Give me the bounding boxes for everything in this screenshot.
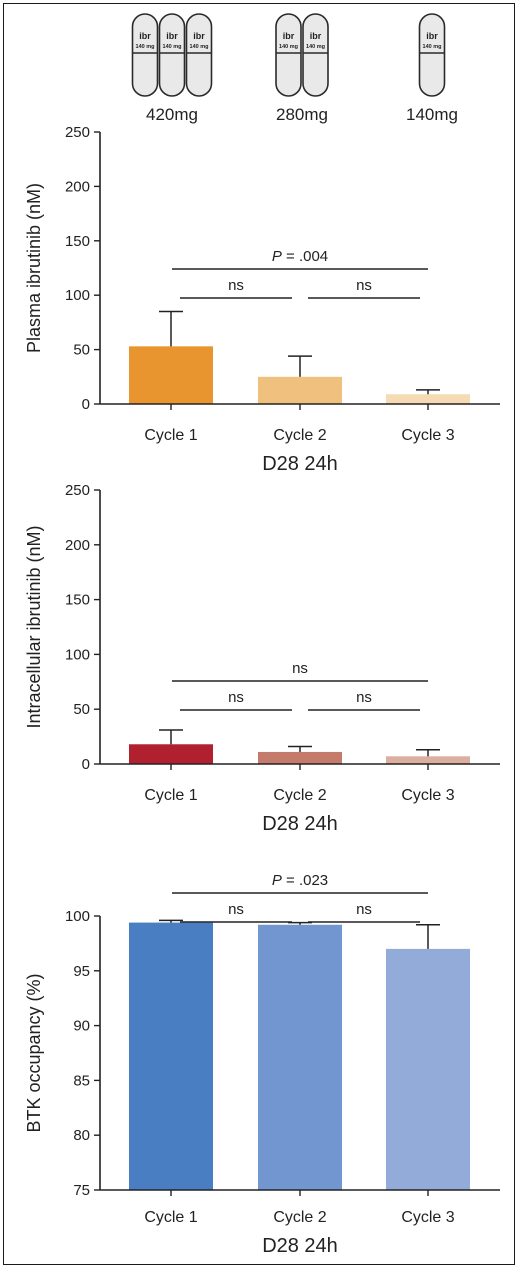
significance-label: ns <box>228 901 244 918</box>
y-tick-label: 85 <box>73 1072 90 1089</box>
capsule-label-bottom: 140 mg <box>190 44 209 50</box>
x-axis-title: D28 24h <box>262 1235 338 1257</box>
significance-label: P = .004 <box>272 248 328 265</box>
capsule-icon: ibr 140 mg <box>131 13 159 97</box>
bar-cycle-3 <box>386 948 470 1190</box>
y-tick-label: 250 <box>65 124 90 141</box>
x-axis-title: D28 24h <box>262 813 338 835</box>
capsule-label-top: ibr <box>139 31 151 41</box>
significance-label: ns <box>356 277 372 294</box>
capsule-label-bottom: 140 mg <box>279 44 298 50</box>
significance-label: ns <box>356 689 372 706</box>
significance-label: ns <box>228 277 244 294</box>
y-tick-label: 80 <box>73 1127 90 1144</box>
chart-1: 0 50 100 150 200 250 Cycle 1 Cycle 2 Cycle 3 D28 … <box>24 124 500 475</box>
chart-3: 75 80 85 90 95 100 Cycle 1 Cycle 2 Cycle 3 D28 24… <box>24 872 500 1257</box>
capsule-label-top: ibr <box>166 31 178 41</box>
x-tick-label: Cycle 1 <box>144 1209 197 1226</box>
y-tick-label: 200 <box>65 178 90 195</box>
y-tick-label: 95 <box>73 963 90 980</box>
y-tick-label: 50 <box>73 701 90 718</box>
x-tick-label: Cycle 1 <box>144 427 197 444</box>
significance-label: ns <box>356 901 372 918</box>
y-tick-label: 250 <box>65 482 90 499</box>
x-tick-label: Cycle 1 <box>144 787 197 804</box>
capsule-body <box>158 13 186 97</box>
y-axis-title: Intracellular ibrutinib (nM) <box>24 525 44 728</box>
capsule-label-bottom: 140 mg <box>423 44 442 50</box>
dose-label: 420mg <box>146 105 198 124</box>
x-tick-label: Cycle 3 <box>401 427 454 444</box>
y-axis-title: Plasma ibrutinib (nM) <box>24 183 44 353</box>
capsule-body <box>418 13 446 97</box>
bar-cycle-2 <box>258 376 342 404</box>
x-tick-label: Cycle 2 <box>273 427 326 444</box>
capsule-label-top: ibr <box>283 31 295 41</box>
capsule-label-top: ibr <box>310 31 322 41</box>
y-tick-label: 50 <box>73 342 90 359</box>
y-tick-label: 100 <box>65 646 90 663</box>
bar-cycle-2 <box>258 924 342 1190</box>
y-tick-label: 150 <box>65 592 90 609</box>
x-tick-label: Cycle 2 <box>273 787 326 804</box>
capsule-body <box>302 13 329 97</box>
capsule-body <box>275 13 302 97</box>
capsule-label-bottom: 140 mg <box>163 44 182 50</box>
y-tick-label: 100 <box>65 287 90 304</box>
capsule-icon: ibr 140 mg <box>418 13 446 97</box>
bar-cycle-3 <box>386 394 470 404</box>
bar-cycle-2 <box>258 751 342 764</box>
x-tick-label: Cycle 2 <box>273 1209 326 1226</box>
capsule-icon: ibr 140 mg <box>275 13 302 97</box>
capsule-icon: ibr 140 mg <box>185 13 213 97</box>
bar-cycle-1 <box>129 346 213 404</box>
significance-label: P = .023 <box>272 872 328 889</box>
y-tick-label: 100 <box>65 908 90 925</box>
bar-cycle-1 <box>129 744 213 764</box>
y-tick-label: 90 <box>73 1018 90 1035</box>
significance-label: ns <box>292 660 308 677</box>
x-tick-label: Cycle 3 <box>401 787 454 804</box>
bar-cycle-3 <box>386 756 470 764</box>
capsule-label-top: ibr <box>426 31 438 41</box>
y-tick-label: 200 <box>65 537 90 554</box>
capsule-label-top: ibr <box>193 31 205 41</box>
chart-2: 0 50 100 150 200 250 Cycle 1 Cycle 2 Cycle 3 D28 … <box>24 482 500 835</box>
x-tick-label: Cycle 3 <box>401 1209 454 1226</box>
capsule-icon: ibr 140 mg <box>158 13 186 97</box>
y-tick-label: 0 <box>82 396 90 413</box>
dose-label: 280mg <box>276 105 328 124</box>
capsule-label-bottom: 140 mg <box>136 44 155 50</box>
bar-cycle-1 <box>129 922 213 1190</box>
figure-frame <box>3 3 515 1265</box>
dose-label: 140mg <box>406 105 458 124</box>
y-tick-label: 75 <box>73 1182 90 1199</box>
capsule-label-bottom: 140 mg <box>306 44 325 50</box>
dose-illustration: ibr 140 mg ibr 140 mg ibr 140 mg 420mg ibr 140 m… <box>131 13 458 124</box>
capsule-body <box>185 13 213 97</box>
capsule-icon: ibr 140 mg <box>302 13 329 97</box>
y-axis-title: BTK occupancy (%) <box>24 973 44 1132</box>
y-tick-label: 150 <box>65 233 90 250</box>
capsule-body <box>131 13 159 97</box>
x-axis-title: D28 24h <box>262 453 338 475</box>
significance-label: ns <box>228 689 244 706</box>
y-tick-label: 0 <box>82 756 90 773</box>
